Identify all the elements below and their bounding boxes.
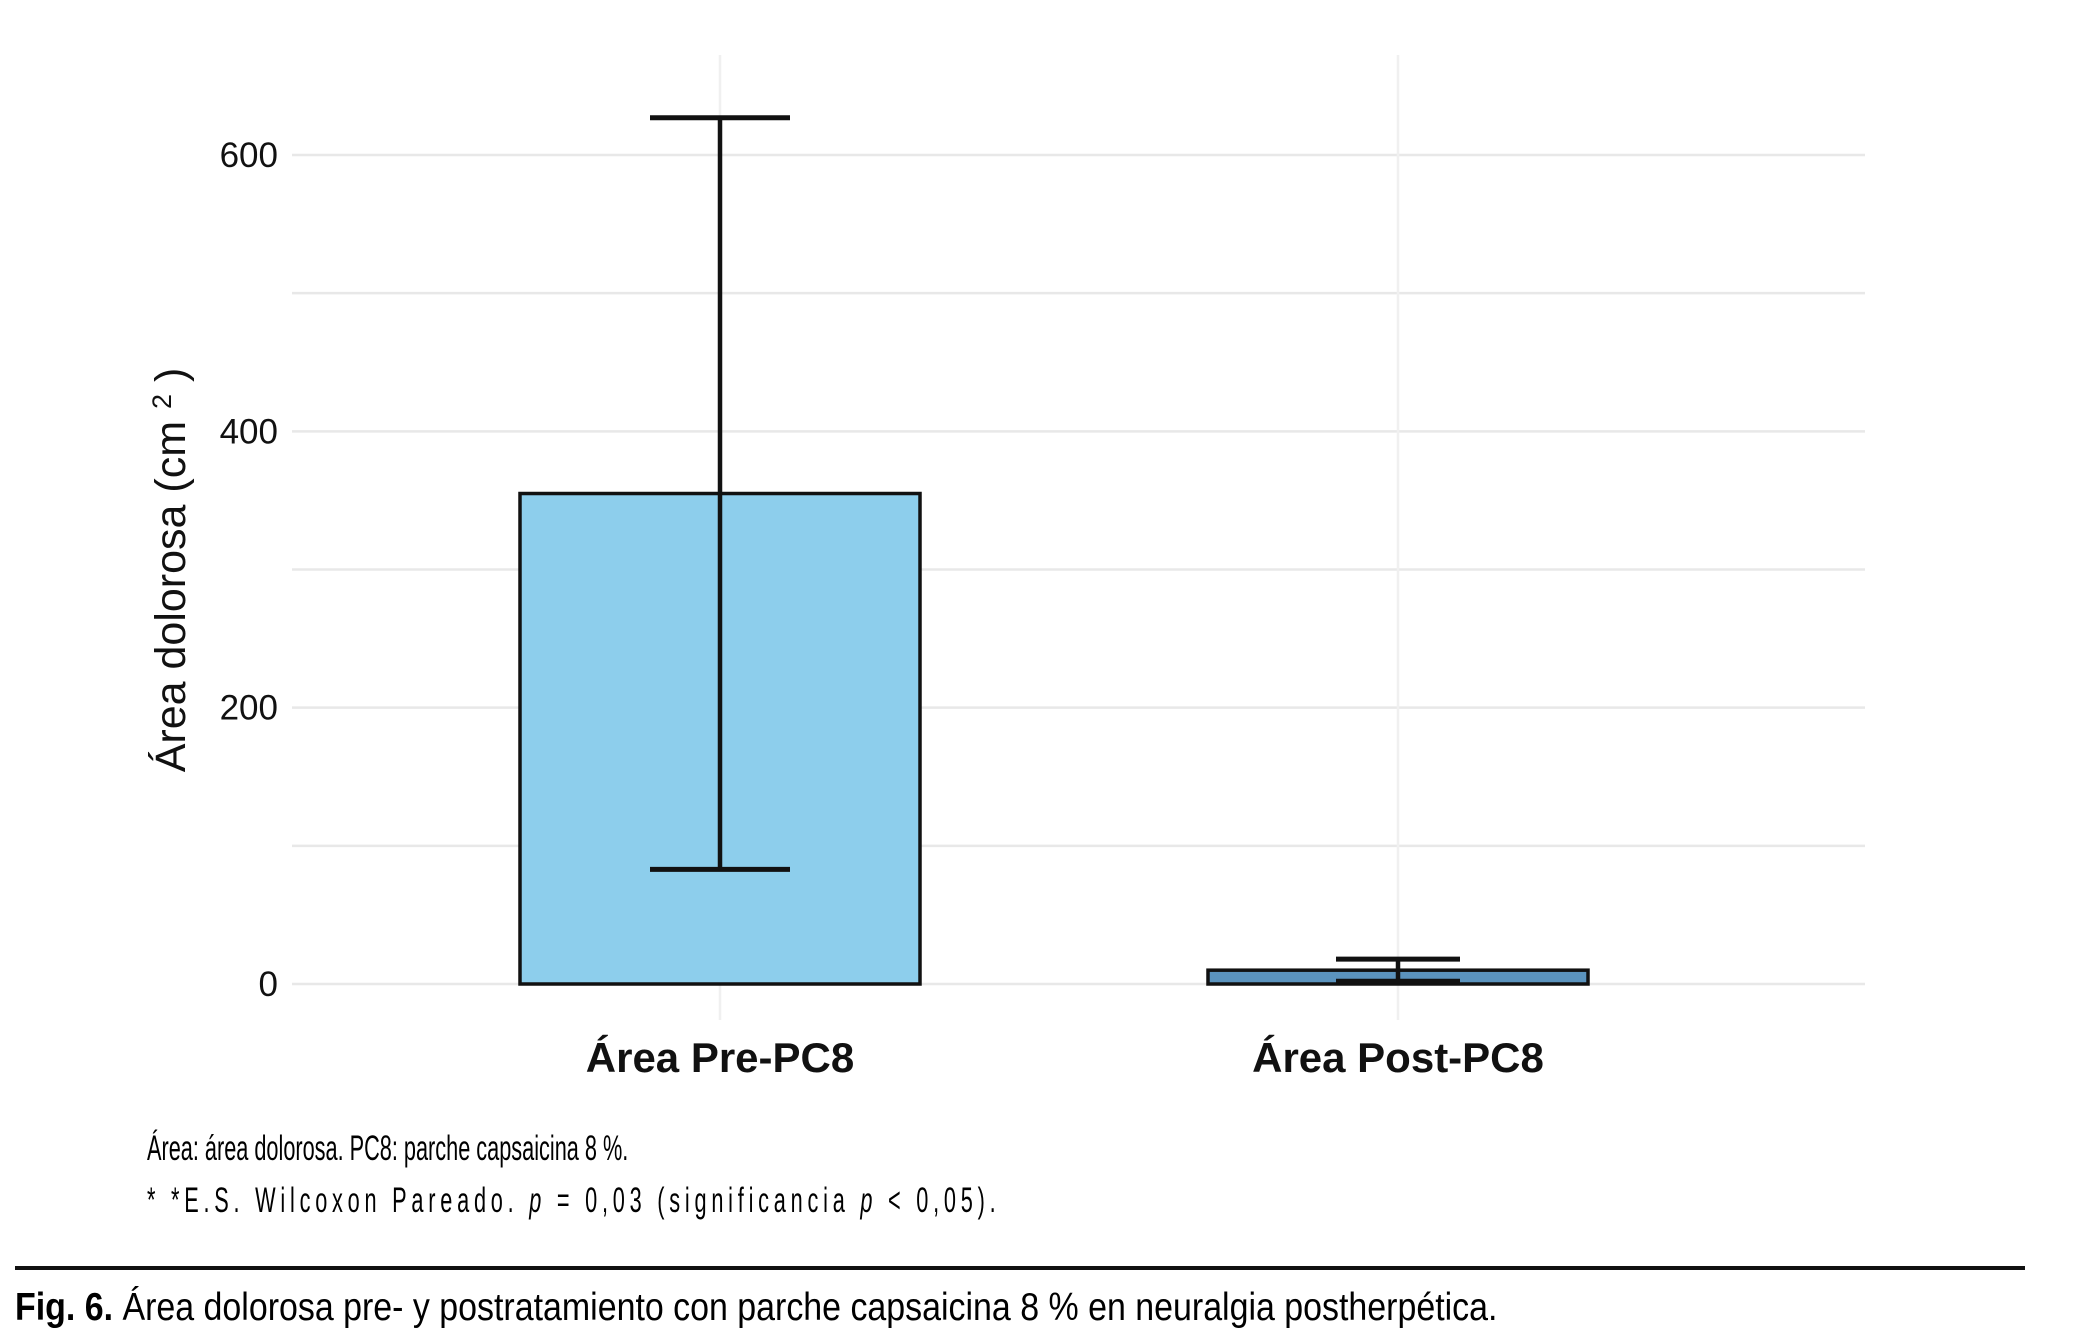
x-axis-labels: Área Pre-PC8 Área Post-PC8 xyxy=(586,1034,1544,1081)
figure-number-label: Fig. 6. xyxy=(15,1286,114,1329)
footnote-line-1-text: Área: área dolorosa. PC8: parche capsaic… xyxy=(147,1129,629,1168)
bar-chart: 0 200 400 600 Área Pre-PC8 Área Post-PC8 Áre… xyxy=(133,55,1865,1081)
y-axis-title-superscript: 2 xyxy=(147,394,177,409)
footnote-line-2: * *E.S. Wilcoxon Pareado. p = 0,03 (sign… xyxy=(147,1183,1523,1218)
footnote-stat-test: * *E.S. Wilcoxon Pareado. xyxy=(147,1181,530,1220)
footnote-line-2-text: * *E.S. Wilcoxon Pareado. p = 0,03 (sign… xyxy=(147,1183,1000,1218)
figure-caption: Fig. 6. Área dolorosa pre- y postratamie… xyxy=(15,1286,1719,1330)
y-axis-title-close-paren: ) xyxy=(147,368,195,382)
x-axis-label-pre-pc8: Área Pre-PC8 xyxy=(586,1034,854,1081)
bars xyxy=(518,491,1590,986)
footnote-p-value: = 0,03 (significancia xyxy=(546,1181,861,1220)
caption-separator-rule xyxy=(15,1266,2025,1270)
error-bar-pre-pc8 xyxy=(650,115,790,872)
y-axis-tick-label: 200 xyxy=(220,689,278,728)
y-axis-title-text: Área dolorosa (cm xyxy=(147,421,195,772)
y-axis-title: Área dolorosa (cm 2 ) xyxy=(133,368,195,773)
figure-caption-body: Área dolorosa pre- y postratamiento con … xyxy=(113,1286,1498,1329)
footnote-significance: < 0,05). xyxy=(877,1181,1001,1220)
x-axis-label-post-pc8: Área Post-PC8 xyxy=(1252,1034,1544,1081)
y-axis-tick-label: 0 xyxy=(259,965,278,1004)
y-axis-tick-label: 400 xyxy=(220,412,278,451)
footnote-p-symbol-2: p xyxy=(860,1181,878,1220)
error-bars xyxy=(650,115,1460,984)
footnote-line-1: Área: área dolorosa. PC8: parche capsaic… xyxy=(147,1131,923,1166)
error-bar-post-pc8 xyxy=(1336,956,1460,984)
figure-caption-text: Fig. 6. Área dolorosa pre- y postratamie… xyxy=(15,1286,1497,1330)
y-axis-tick-label: 600 xyxy=(220,136,278,175)
y-axis-tick-labels: 0 200 400 600 xyxy=(220,136,278,1004)
footnote-p-symbol: p xyxy=(529,1181,547,1220)
